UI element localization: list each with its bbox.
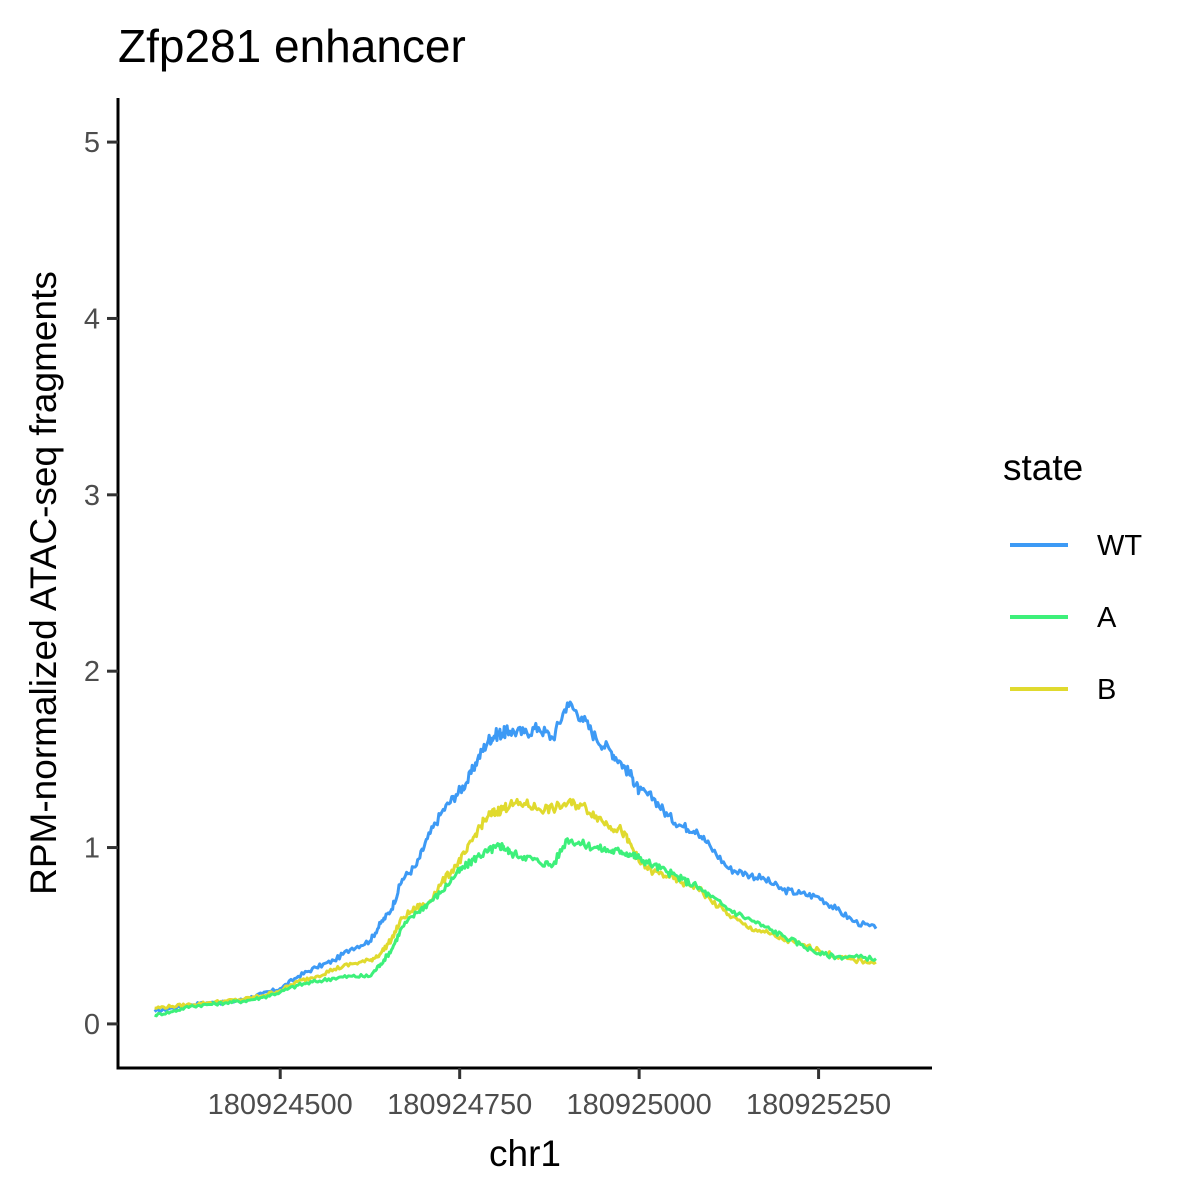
y-tick-label: 0 bbox=[84, 1009, 100, 1041]
plot-area: 0 1 2 3 4 5 180924500 180924750 180925000 180925… bbox=[84, 98, 932, 1121]
x-tick-label: 180925250 bbox=[746, 1089, 891, 1121]
x-axis-ticks: 180924500 180924750 180925000 180925250 bbox=[208, 1068, 891, 1121]
legend: state WT A B bbox=[1003, 447, 1142, 706]
legend-label-a: A bbox=[1097, 602, 1117, 634]
y-axis-title: RPM-normalized ATAC-seq fragments bbox=[23, 271, 64, 895]
legend-items: WT A B bbox=[1010, 530, 1142, 706]
y-tick-label: 2 bbox=[84, 656, 100, 688]
x-tick-label: 180924750 bbox=[387, 1089, 532, 1121]
x-axis-title: chr1 bbox=[489, 1133, 561, 1174]
y-tick-label: 3 bbox=[84, 480, 100, 512]
chart-title: Zfp281 enhancer bbox=[118, 20, 466, 72]
y-tick-label: 4 bbox=[84, 303, 100, 335]
legend-label-b: B bbox=[1097, 674, 1116, 706]
series-layer bbox=[153, 700, 878, 1018]
x-tick-label: 180925000 bbox=[567, 1089, 712, 1121]
legend-title: state bbox=[1003, 447, 1083, 488]
y-tick-label: 5 bbox=[84, 127, 100, 159]
series-line-wt bbox=[153, 700, 878, 1014]
series-line-b bbox=[154, 797, 877, 1010]
x-tick-label: 180924500 bbox=[208, 1089, 353, 1121]
series-line-a bbox=[154, 837, 877, 1018]
y-axis-ticks: 0 1 2 3 4 5 bbox=[84, 127, 118, 1041]
y-tick-label: 1 bbox=[84, 833, 100, 865]
legend-label-wt: WT bbox=[1097, 530, 1142, 562]
